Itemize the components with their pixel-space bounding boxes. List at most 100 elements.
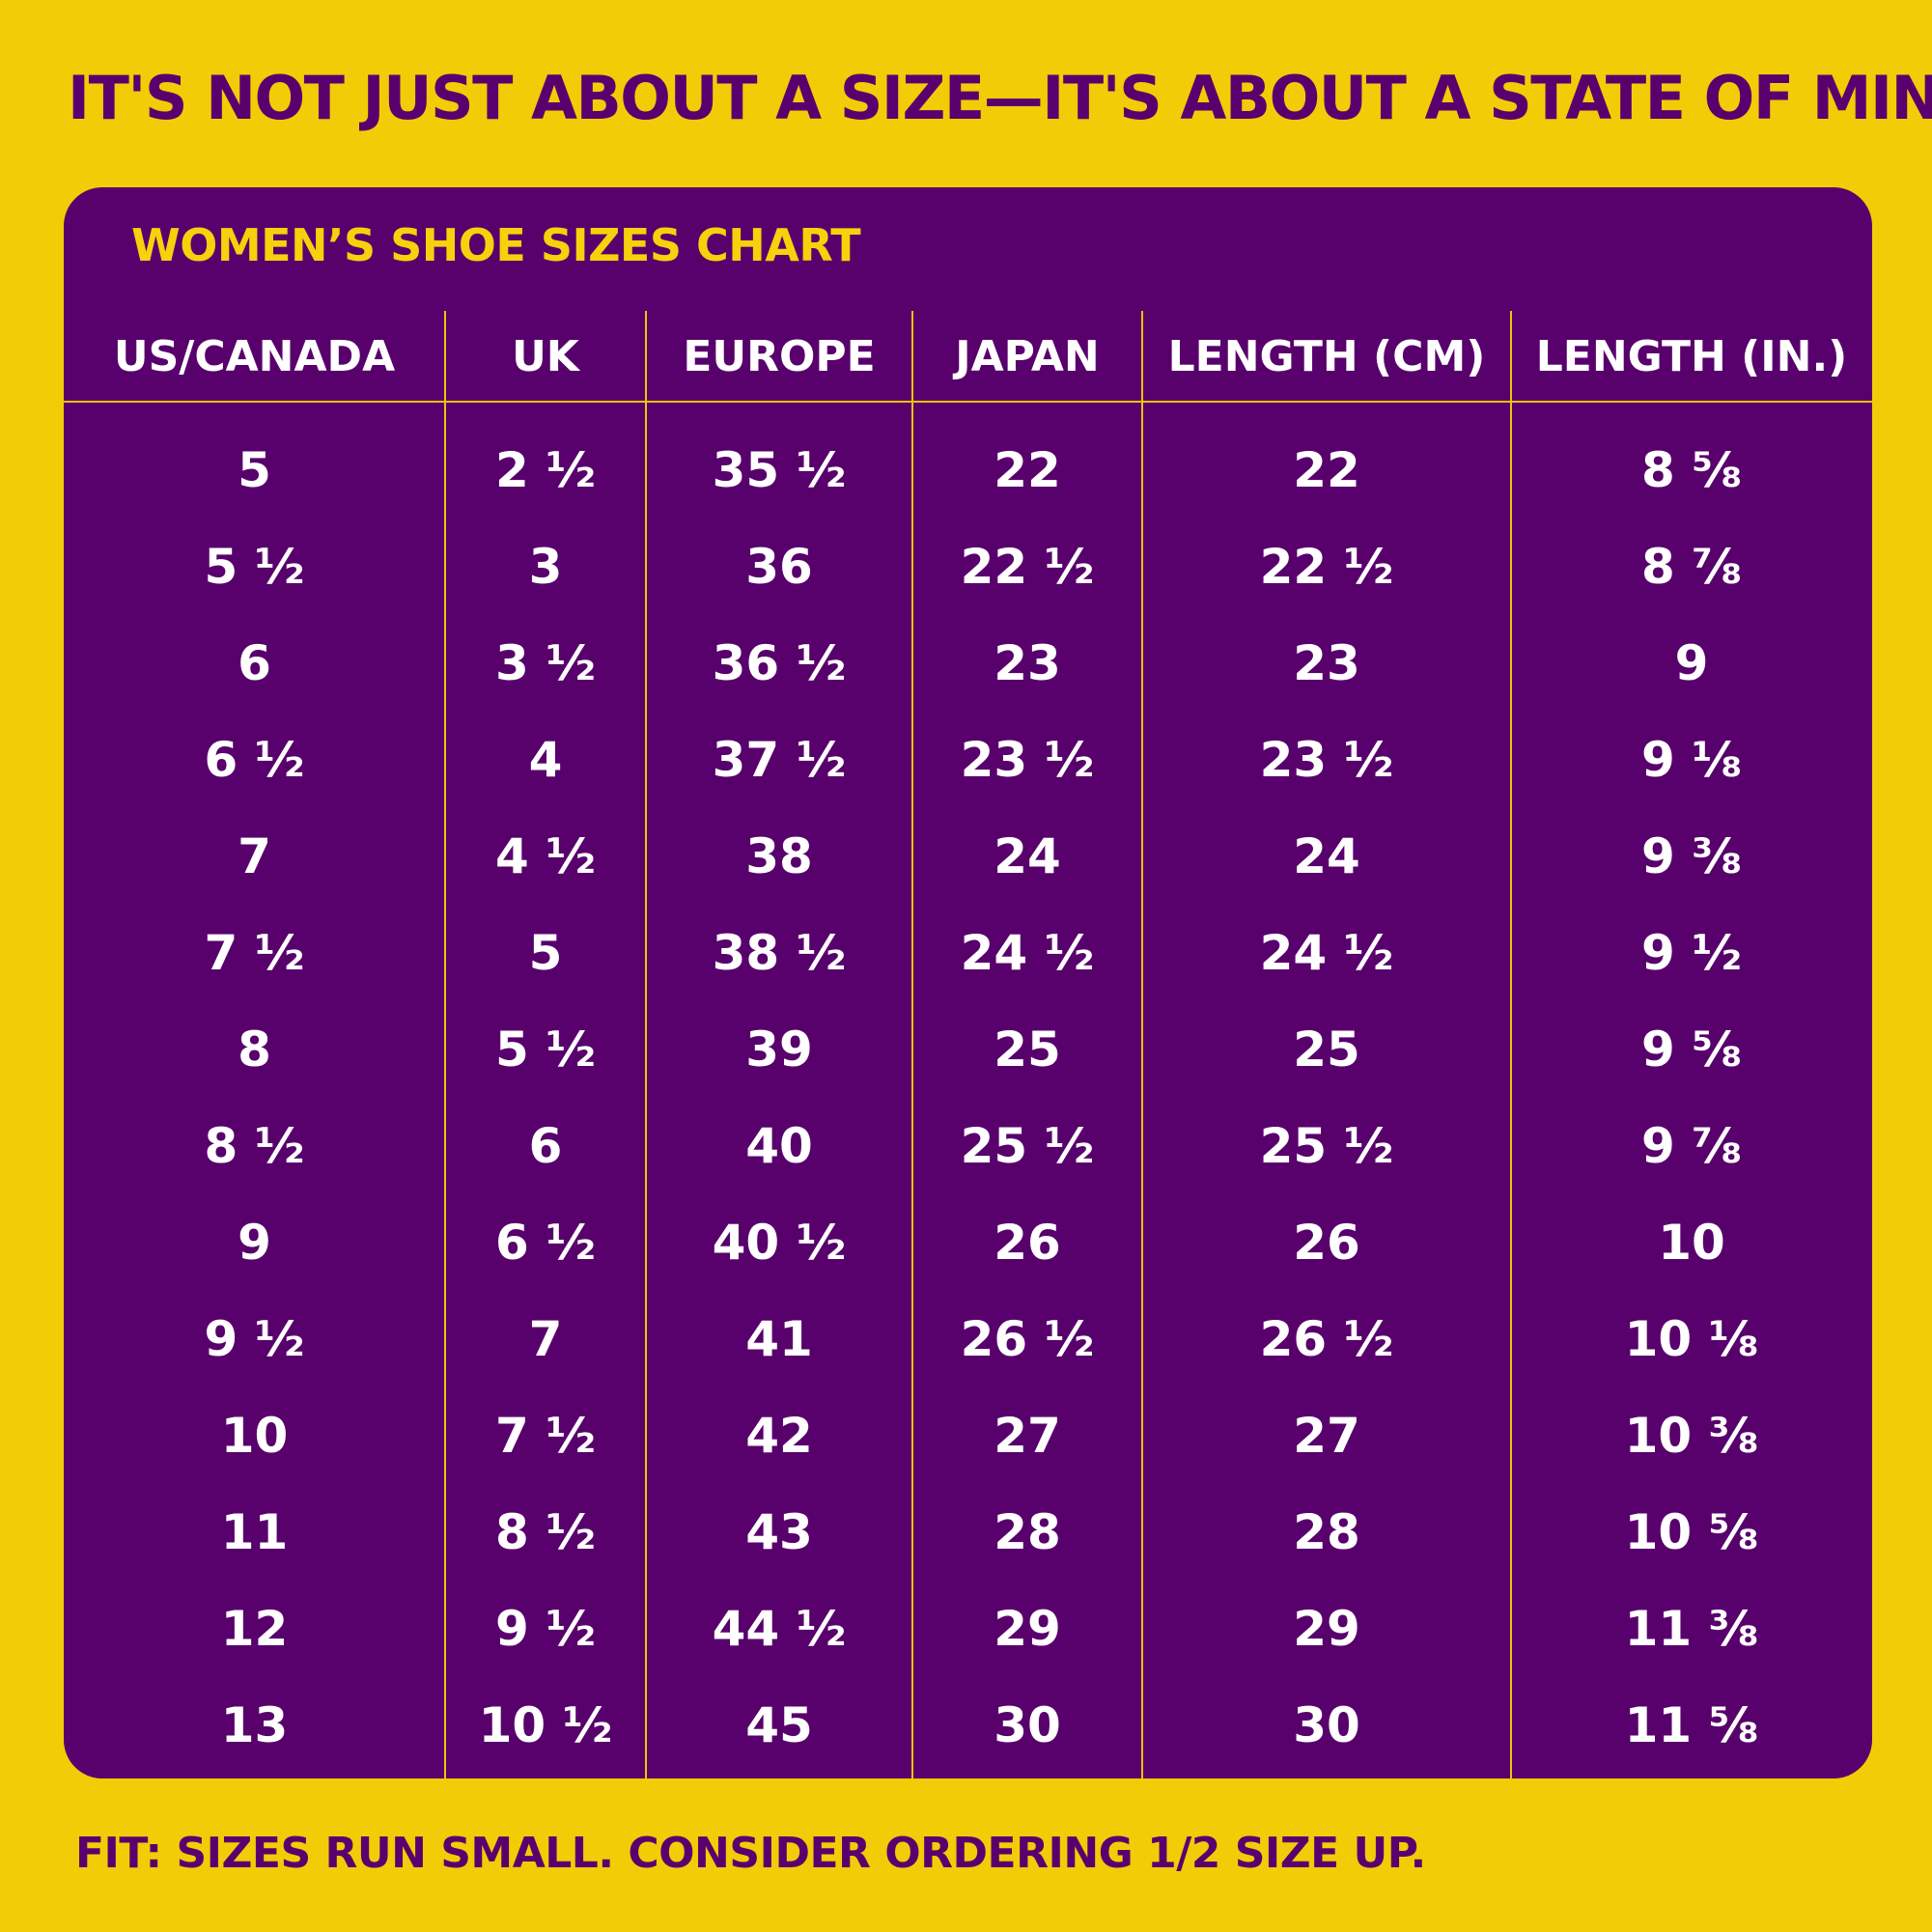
cell-uk: 4 ½: [495, 828, 596, 884]
size-chart-panel: WOMEN’S SHOE SIZES CHART US/CANADA UK EU…: [64, 187, 1872, 1778]
cell-us-canada: 12: [220, 1601, 289, 1657]
chart-title: WOMEN’S SHOE SIZES CHART: [131, 219, 861, 271]
cell-length-cm: 30: [1293, 1697, 1360, 1753]
fit-note: FIT: SIZES RUN SMALL. CONSIDER ORDERING …: [75, 1829, 1426, 1878]
cell-europe: 36: [745, 539, 813, 595]
cell-length-in: 9 ⅜: [1641, 828, 1742, 884]
cell-uk: 3 ½: [495, 635, 596, 691]
cell-length-in: 10 ⅛: [1624, 1311, 1759, 1367]
cell-us-canada: 5: [238, 442, 271, 498]
table-row: 5 2 ½ 35 ½ 22 22 8 ⅝: [64, 422, 1872, 518]
cell-length-in: 9 ⅛: [1641, 732, 1742, 788]
table-row: 11 8 ½ 43 28 28 10 ⅝: [64, 1484, 1872, 1581]
cell-europe: 40: [745, 1118, 813, 1174]
cell-us-canada: 6: [238, 635, 271, 691]
cell-us-canada: 11: [220, 1504, 289, 1560]
cell-length-in: 8 ⅝: [1641, 442, 1742, 498]
cell-europe: 45: [745, 1697, 813, 1753]
cell-japan: 28: [994, 1504, 1061, 1560]
cell-europe: 38: [745, 828, 813, 884]
cell-us-canada: 13: [220, 1697, 289, 1753]
cell-japan: 23: [994, 635, 1061, 691]
cell-length-in: 10 ⅜: [1624, 1408, 1759, 1464]
cell-length-in: 9 ⅞: [1641, 1118, 1742, 1174]
cell-length-cm: 22 ½: [1259, 539, 1394, 595]
cell-length-cm: 25: [1293, 1022, 1360, 1078]
size-table: US/CANADA UK EUROPE JAPAN LENGTH (CM) LE…: [64, 311, 1872, 1774]
cell-length-in: 11 ⅝: [1624, 1697, 1759, 1753]
cell-us-canada: 7 ½: [204, 925, 305, 981]
cell-us-canada: 8: [238, 1022, 271, 1078]
cell-europe: 36 ½: [712, 635, 847, 691]
cell-length-in: 9 ⅝: [1641, 1022, 1742, 1078]
column-header-length-in: LENGTH (IN.): [1535, 332, 1848, 381]
cell-europe: 38 ½: [712, 925, 847, 981]
column-header-us-canada: US/CANADA: [113, 332, 396, 381]
cell-japan: 29: [994, 1601, 1061, 1657]
column-divider: [444, 311, 446, 1778]
cell-uk: 8 ½: [495, 1504, 596, 1560]
table-row: 7 4 ½ 38 24 24 9 ⅜: [64, 808, 1872, 905]
column-divider: [1510, 311, 1512, 1778]
cell-length-cm: 26: [1293, 1215, 1360, 1271]
column-header-length-cm: LENGTH (CM): [1167, 332, 1486, 381]
table-row: 8 ½ 6 40 25 ½ 25 ½ 9 ⅞: [64, 1098, 1872, 1194]
cell-us-canada: 10: [220, 1408, 289, 1464]
cell-length-cm: 25 ½: [1259, 1118, 1394, 1174]
header-divider: [64, 401, 1872, 403]
headline: IT'S NOT JUST ABOUT A SIZE—IT'S ABOUT A …: [68, 63, 1932, 133]
column-divider: [1141, 311, 1143, 1778]
table-row: 5 ½ 3 36 22 ½ 22 ½ 8 ⅞: [64, 518, 1872, 615]
cell-uk: 9 ½: [495, 1601, 596, 1657]
cell-japan: 24 ½: [960, 925, 1095, 981]
table-row: 6 3 ½ 36 ½ 23 23 9: [64, 615, 1872, 712]
cell-uk: 2 ½: [495, 442, 596, 498]
cell-europe: 40 ½: [712, 1215, 847, 1271]
cell-length-in: 10: [1658, 1215, 1725, 1271]
cell-us-canada: 9: [238, 1215, 271, 1271]
cell-us-canada: 7: [238, 828, 271, 884]
table-spacer: [64, 403, 1872, 422]
column-header-japan: JAPAN: [955, 332, 1100, 381]
cell-uk: 7: [528, 1311, 563, 1367]
cell-length-cm: 28: [1293, 1504, 1360, 1560]
cell-japan: 25: [994, 1022, 1061, 1078]
cell-japan: 23 ½: [960, 732, 1095, 788]
cell-europe: 35 ½: [712, 442, 847, 498]
cell-length-cm: 23 ½: [1259, 732, 1394, 788]
table-row: 12 9 ½ 44 ½ 29 29 11 ⅜: [64, 1581, 1872, 1677]
cell-japan: 22: [994, 442, 1061, 498]
cell-europe: 39: [745, 1022, 813, 1078]
cell-europe: 44 ½: [712, 1601, 847, 1657]
cell-length-cm: 22: [1293, 442, 1360, 498]
table-row: 7 ½ 5 38 ½ 24 ½ 24 ½ 9 ½: [64, 905, 1872, 1001]
cell-europe: 42: [745, 1408, 813, 1464]
cell-length-in: 10 ⅝: [1624, 1504, 1759, 1560]
cell-uk: 10 ½: [478, 1697, 613, 1753]
cell-us-canada: 6 ½: [204, 732, 305, 788]
table-row: 9 ½ 7 41 26 ½ 26 ½ 10 ⅛: [64, 1291, 1872, 1387]
cell-japan: 30: [994, 1697, 1061, 1753]
table-row: 10 7 ½ 42 27 27 10 ⅜: [64, 1387, 1872, 1484]
column-header-europe: EUROPE: [683, 332, 876, 381]
cell-length-cm: 27: [1293, 1408, 1360, 1464]
table-body: 5 2 ½ 35 ½ 22 22 8 ⅝ 5 ½ 3 36 22 ½ 22 ½ 8 ⅞ 6 3 ½ 36 ½…: [64, 403, 1872, 1774]
cell-uk: 6 ½: [495, 1215, 596, 1271]
column-divider: [645, 311, 647, 1778]
cell-length-in: 8 ⅞: [1641, 539, 1742, 595]
cell-us-canada: 5 ½: [204, 539, 305, 595]
cell-japan: 26 ½: [960, 1311, 1095, 1367]
column-divider: [911, 311, 913, 1778]
cell-uk: 5 ½: [495, 1022, 596, 1078]
cell-uk: 3: [528, 539, 563, 595]
cell-us-canada: 8 ½: [204, 1118, 305, 1174]
cell-europe: 37 ½: [712, 732, 847, 788]
cell-japan: 22 ½: [960, 539, 1095, 595]
table-row: 9 6 ½ 40 ½ 26 26 10: [64, 1194, 1872, 1291]
cell-length-in: 9 ½: [1641, 925, 1742, 981]
cell-length-cm: 23: [1293, 635, 1360, 691]
cell-uk: 6: [528, 1118, 563, 1174]
cell-uk: 4: [528, 732, 563, 788]
cell-europe: 41: [745, 1311, 813, 1367]
table-row: 6 ½ 4 37 ½ 23 ½ 23 ½ 9 ⅛: [64, 712, 1872, 808]
